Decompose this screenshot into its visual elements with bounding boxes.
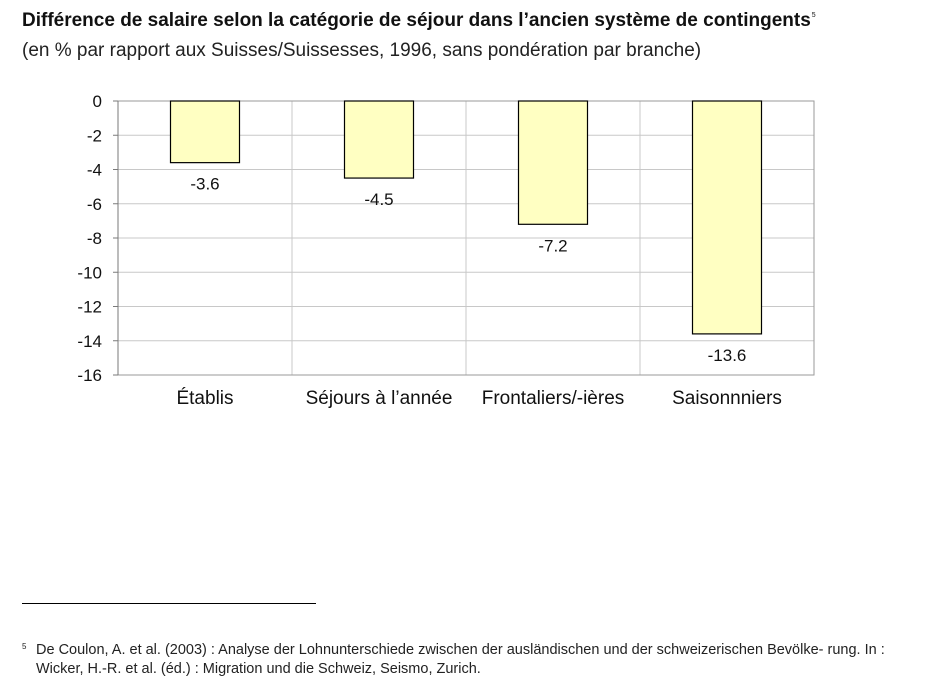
y-tick-label: -14 xyxy=(77,332,102,351)
data-label: -3.6 xyxy=(190,175,219,194)
data-label: -4.5 xyxy=(364,190,393,209)
footnote-reference: 5 xyxy=(811,12,816,19)
y-tick-label: -2 xyxy=(87,126,102,145)
y-tick-label: -10 xyxy=(77,263,102,282)
bar xyxy=(517,100,589,225)
y-tick-label: -12 xyxy=(77,298,102,317)
y-tick-label: -6 xyxy=(87,195,102,214)
category-label: Saisonnniers xyxy=(672,388,782,409)
data-label: -7.2 xyxy=(538,236,567,255)
y-tick-label: -8 xyxy=(87,229,102,248)
y-tick-label: -4 xyxy=(87,161,102,180)
footnote-divider xyxy=(22,603,316,604)
category-label: Frontaliers/-ières xyxy=(482,388,625,409)
footnote-marker: 5 xyxy=(22,642,27,651)
chart-subtitle: (en % par rapport aux Suisses/Suissesses… xyxy=(22,40,702,61)
chart-title: Différence de salaire selon la catégorie… xyxy=(22,10,816,31)
bar xyxy=(691,100,763,335)
bar xyxy=(343,100,415,179)
category-label: Séjours à l’année xyxy=(306,388,453,409)
y-tick-label: 0 xyxy=(93,92,102,111)
category-label: Établis xyxy=(176,388,233,409)
data-label: -13.6 xyxy=(708,346,747,365)
y-tick-label: -16 xyxy=(77,366,102,385)
footnote: 5 De Coulon, A. et al. (2003) : Analyse … xyxy=(22,641,920,679)
footnote-text: De Coulon, A. et al. (2003) : Analyse de… xyxy=(36,642,885,677)
bar-chart: 0 -2 -4 -6 -8 -10 -12 -14 -16 -3.6 Établis -4.5 Séjo… xyxy=(77,92,815,409)
bar xyxy=(169,100,241,164)
